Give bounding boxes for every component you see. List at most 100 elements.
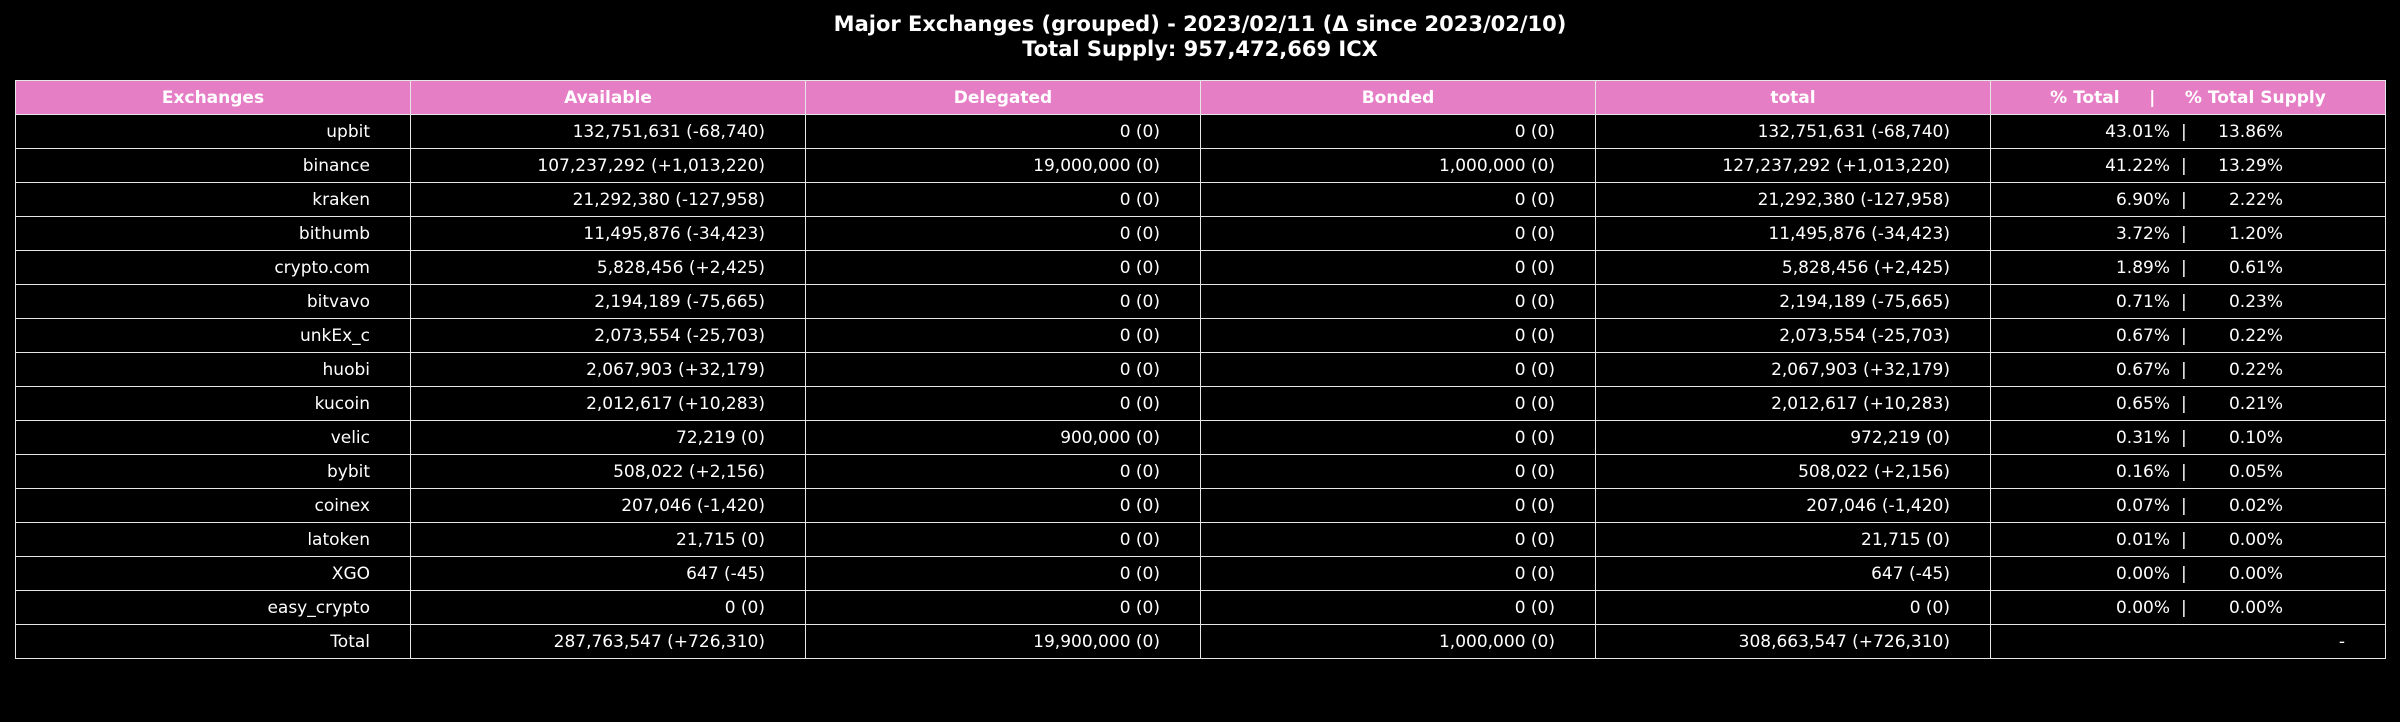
total-row-percent-value: - bbox=[2338, 632, 2345, 652]
percent-supply-value: 1.20% bbox=[2228, 224, 2283, 244]
delegated-cell: 0 (0) bbox=[805, 352, 1201, 387]
percent-separator: | bbox=[2181, 224, 2187, 244]
exchange-name-cell: unkEx_c bbox=[15, 318, 411, 353]
exchange-name-cell: crypto.com bbox=[15, 250, 411, 285]
available-cell: 2,067,903 (+32,179) bbox=[410, 352, 806, 387]
percent-supply-value: 0.00% bbox=[2228, 530, 2283, 550]
delegated-cell: 0 (0) bbox=[805, 454, 1201, 489]
exchange-name-cell: latoken bbox=[15, 522, 411, 557]
exchange-name-cell: kraken bbox=[15, 182, 411, 217]
exchange-name-cell: kucoin bbox=[15, 386, 411, 421]
percent-total-value: 0.67% bbox=[2115, 326, 2170, 346]
delegated-cell: 0 (0) bbox=[805, 114, 1201, 149]
total-cell: 2,012,617 (+10,283) bbox=[1595, 386, 1991, 421]
table-row: bithumb 11,495,876 (-34,423) 0 (0) 0 (0) 11,… bbox=[15, 216, 2386, 251]
available-cell: 508,022 (+2,156) bbox=[410, 454, 806, 489]
percent-supply-value: 0.10% bbox=[2228, 428, 2283, 448]
delegated-cell: 0 (0) bbox=[805, 250, 1201, 285]
total-cell: 21,292,380 (-127,958) bbox=[1595, 182, 1991, 217]
percent-supply-value: 0.00% bbox=[2228, 564, 2283, 584]
delegated-cell: 0 (0) bbox=[805, 216, 1201, 251]
percent-cell: 0.16% | 0.05% bbox=[1990, 454, 2386, 489]
exchange-name-cell: coinex bbox=[15, 488, 411, 523]
bonded-cell: 0 (0) bbox=[1200, 454, 1596, 489]
delegated-cell: 0 (0) bbox=[805, 522, 1201, 557]
percent-cell: 0.67% | 0.22% bbox=[1990, 318, 2386, 353]
table-row: kraken 21,292,380 (-127,958) 0 (0) 0 (0) 21,… bbox=[15, 182, 2386, 217]
bonded-cell: 0 (0) bbox=[1200, 352, 1596, 387]
percent-cell: 0.01% | 0.00% bbox=[1990, 522, 2386, 557]
percent-separator: | bbox=[2181, 326, 2187, 346]
available-cell: 2,012,617 (+10,283) bbox=[410, 386, 806, 421]
table-header-row: Exchanges Available Delegated Bonded tot… bbox=[15, 80, 2386, 115]
total-row-percent-cell: - bbox=[1990, 624, 2386, 659]
percent-supply-value: 0.05% bbox=[2228, 462, 2283, 482]
percent-separator: | bbox=[2181, 122, 2187, 142]
available-cell: 107,237,292 (+1,013,220) bbox=[410, 148, 806, 183]
percent-cell: 0.71% | 0.23% bbox=[1990, 284, 2386, 319]
exchange-name-cell: upbit bbox=[15, 114, 411, 149]
percent-total-value: 43.01% bbox=[2105, 122, 2170, 142]
total-cell: 508,022 (+2,156) bbox=[1595, 454, 1991, 489]
delegated-cell: 0 (0) bbox=[805, 182, 1201, 217]
available-cell: 21,292,380 (-127,958) bbox=[410, 182, 806, 217]
bonded-cell: 0 (0) bbox=[1200, 182, 1596, 217]
available-cell: 2,073,554 (-25,703) bbox=[410, 318, 806, 353]
percent-supply-value: 0.00% bbox=[2228, 598, 2283, 618]
chart-title: Major Exchanges (grouped) - 2023/02/11 (… bbox=[833, 12, 1567, 36]
bonded-cell: 0 (0) bbox=[1200, 420, 1596, 455]
total-row-delegated-cell: 19,900,000 (0) bbox=[805, 624, 1201, 659]
column-header-available: Available bbox=[410, 80, 806, 115]
percent-separator: | bbox=[2181, 360, 2187, 380]
percent-separator: | bbox=[2181, 428, 2187, 448]
column-header-delegated: Delegated bbox=[805, 80, 1201, 115]
percent-total-value: 0.01% bbox=[2115, 530, 2170, 550]
available-cell: 5,828,456 (+2,425) bbox=[410, 250, 806, 285]
available-cell: 11,495,876 (-34,423) bbox=[410, 216, 806, 251]
percent-separator: | bbox=[2181, 394, 2187, 414]
percent-supply-value: 0.21% bbox=[2228, 394, 2283, 414]
percent-total-value: 6.90% bbox=[2115, 190, 2170, 210]
table-row: easy_crypto 0 (0) 0 (0) 0 (0) 0 (0) 0.00% | 0.0… bbox=[15, 590, 2386, 625]
exchange-name-cell: bithumb bbox=[15, 216, 411, 251]
total-cell: 972,219 (0) bbox=[1595, 420, 1991, 455]
percent-cell: 0.67% | 0.22% bbox=[1990, 352, 2386, 387]
table-row: crypto.com 5,828,456 (+2,425) 0 (0) 0 (0) 5,… bbox=[15, 250, 2386, 285]
total-cell: 2,067,903 (+32,179) bbox=[1595, 352, 1991, 387]
percent-separator: | bbox=[2181, 598, 2187, 618]
total-cell: 647 (-45) bbox=[1595, 556, 1991, 591]
delegated-cell: 900,000 (0) bbox=[805, 420, 1201, 455]
exchange-name-cell: XGO bbox=[15, 556, 411, 591]
bonded-cell: 0 (0) bbox=[1200, 284, 1596, 319]
percent-supply-value: 13.29% bbox=[2218, 156, 2283, 176]
percent-separator: | bbox=[2181, 292, 2187, 312]
total-cell: 2,194,189 (-75,665) bbox=[1595, 284, 1991, 319]
percent-total-value: 0.71% bbox=[2115, 292, 2170, 312]
percent-total-value: 1.89% bbox=[2115, 258, 2170, 278]
bonded-cell: 0 (0) bbox=[1200, 216, 1596, 251]
exchange-name-cell: bybit bbox=[15, 454, 411, 489]
percent-total-value: 0.00% bbox=[2115, 598, 2170, 618]
percent-supply-value: 0.23% bbox=[2228, 292, 2283, 312]
bonded-cell: 0 (0) bbox=[1200, 114, 1596, 149]
table-row: bybit 508,022 (+2,156) 0 (0) 0 (0) 508,022 (… bbox=[15, 454, 2386, 489]
table-row: latoken 21,715 (0) 0 (0) 0 (0) 21,715 (0) 0.0… bbox=[15, 522, 2386, 557]
available-cell: 207,046 (-1,420) bbox=[410, 488, 806, 523]
delegated-cell: 19,000,000 (0) bbox=[805, 148, 1201, 183]
bonded-cell: 0 (0) bbox=[1200, 488, 1596, 523]
percent-cell: 0.00% | 0.00% bbox=[1990, 590, 2386, 625]
delegated-cell: 0 (0) bbox=[805, 318, 1201, 353]
column-header-exchanges: Exchanges bbox=[15, 80, 411, 115]
percent-total-value: 0.16% bbox=[2115, 462, 2170, 482]
column-header-total: total bbox=[1595, 80, 1991, 115]
percent-separator: | bbox=[2181, 190, 2187, 210]
percent-total-value: 0.67% bbox=[2115, 360, 2170, 380]
table-row: kucoin 2,012,617 (+10,283) 0 (0) 0 (0) 2,012… bbox=[15, 386, 2386, 421]
percent-total-value: 0.65% bbox=[2115, 394, 2170, 414]
total-row-available-cell: 287,763,547 (+726,310) bbox=[410, 624, 806, 659]
table-total-row: Total 287,763,547 (+726,310) 19,900,000 (0… bbox=[15, 624, 2386, 659]
percent-total-value: 0.00% bbox=[2115, 564, 2170, 584]
percent-separator: | bbox=[2181, 564, 2187, 584]
percent-supply-value: 13.86% bbox=[2218, 122, 2283, 142]
percent-supply-value: 0.22% bbox=[2228, 360, 2283, 380]
